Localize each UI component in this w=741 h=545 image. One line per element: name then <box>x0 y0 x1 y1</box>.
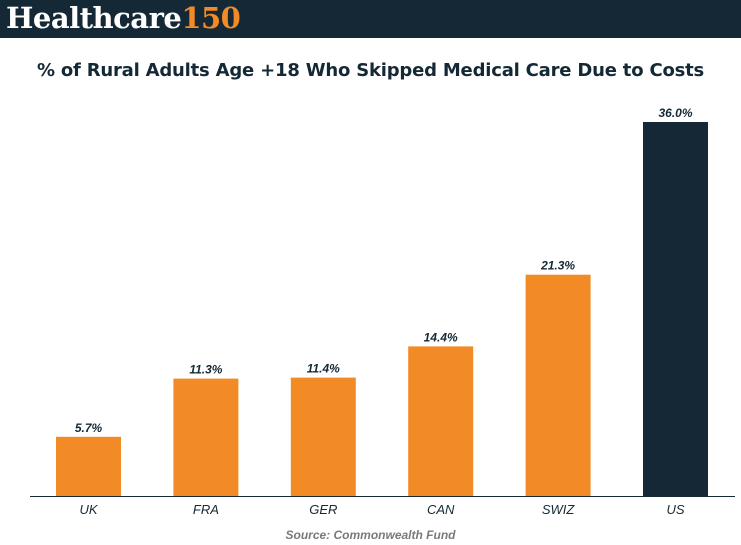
tick-label-us: US <box>666 502 684 517</box>
tick-label-uk: UK <box>79 502 98 517</box>
tick-label-ger: GER <box>309 502 337 517</box>
bar-us <box>643 122 708 496</box>
bars-group: 5.7% UK 11.3% FRA 11.4% GER 14.4% CAN 21.3% SWIZ 3… <box>56 106 708 517</box>
header-bar: Healthcare150 <box>0 0 741 38</box>
logo-word: Healthcare <box>6 1 182 35</box>
bar-swiz <box>525 274 591 496</box>
bar-ger <box>290 377 356 496</box>
data-label-can: 14.4% <box>424 330 458 344</box>
chart-title: % of Rural Adults Age +18 Who Skipped Me… <box>36 60 705 81</box>
source-note: Source: Commonwealth Fund <box>285 528 456 542</box>
healthcare150-logo[interactable]: Healthcare150 <box>6 0 241 38</box>
bar-can <box>408 346 474 496</box>
tick-label-can: CAN <box>427 502 455 517</box>
data-label-swiz: 21.3% <box>540 259 575 273</box>
logo-number: 150 <box>181 1 241 35</box>
data-label-us: 36.0% <box>658 106 692 120</box>
data-label-uk: 5.7% <box>75 421 103 435</box>
data-label-fra: 11.3% <box>189 363 222 377</box>
tick-label-fra: FRA <box>193 502 219 517</box>
data-label-ger: 11.4% <box>307 362 340 376</box>
bar-chart: 5.7% UK 11.3% FRA 11.4% GER 14.4% CAN 21.3% SWIZ 3… <box>30 106 735 517</box>
bar-uk <box>56 436 121 496</box>
bar-fra <box>173 378 239 496</box>
tick-label-swiz: SWIZ <box>542 502 576 517</box>
